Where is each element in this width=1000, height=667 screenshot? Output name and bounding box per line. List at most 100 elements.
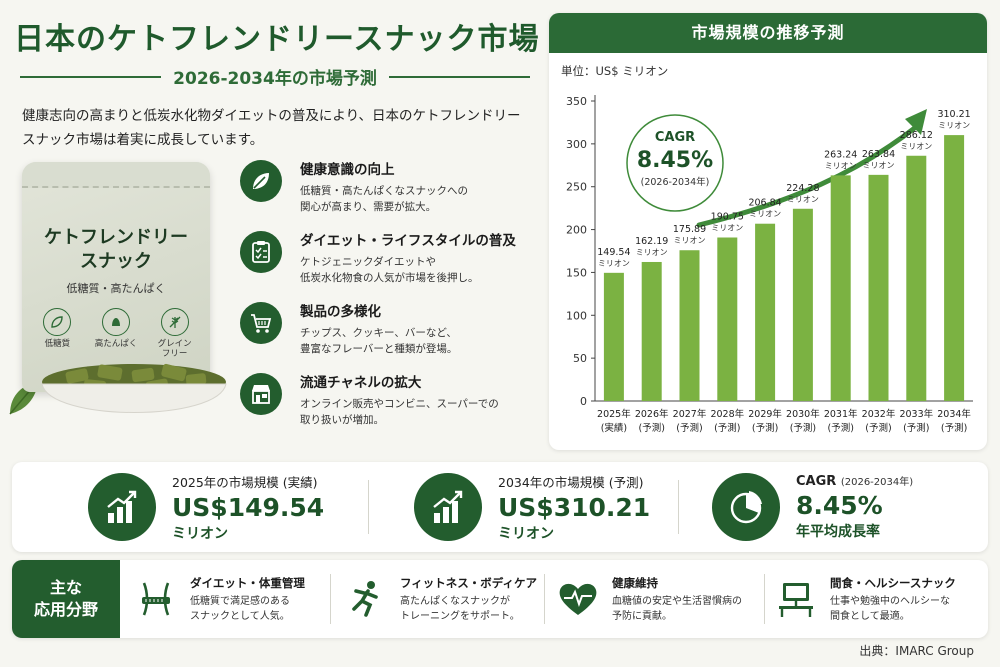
feature-title: 製品の多様化 xyxy=(300,304,381,320)
data-label-unit: ミリオン xyxy=(674,236,706,245)
feature-distribution-expansion: 流通チャネルの拡大 オンライン販売やコンビニ、スーパーでの 取り扱いが増加。 xyxy=(240,371,540,442)
feature-health-awareness: 健康意識の向上 低糖質・高たんぱくなスナックへの 関心が高まり、需要が拡大。 xyxy=(240,158,540,229)
data-label-unit: ミリオン xyxy=(636,248,668,257)
app-desc: 血糖値の安定や生活習慣病の 予防に貢献。 xyxy=(612,595,742,622)
x-tick-label: 2030年 xyxy=(786,408,820,420)
feature-product-diversification: 製品の多様化 チップス、クッキー、バーなど、 豊富なフレーバーと種類が登場。 xyxy=(240,300,540,371)
data-label: 263.84 xyxy=(862,149,895,160)
stat-unit: ミリオン xyxy=(172,525,228,542)
stat-divider xyxy=(678,480,679,534)
feature-desc: チップス、クッキー、バーなど、 豊富なフレーバーと種類が登場。 xyxy=(300,327,458,355)
badge-protein: 高たんぱく xyxy=(90,308,142,359)
source-note: 出典：IMARC Group xyxy=(859,644,974,658)
data-label: 310.21 xyxy=(937,109,970,120)
y-tick-label: 300 xyxy=(566,138,587,151)
subtitle-row: 2026-2034年の市場予測 xyxy=(20,64,530,89)
data-label: 190.75 xyxy=(711,212,744,223)
app-title: 間食・ヘルシースナック xyxy=(830,575,956,590)
cart-icon xyxy=(240,302,282,344)
app-title: フィットネス・ボディケア xyxy=(400,575,537,590)
x-tick-label: 2033年 xyxy=(899,408,933,420)
bar xyxy=(755,223,776,401)
feature-desc: 低糖質・高たんぱくなスナックへの 関心が高まり、需要が拡大。 xyxy=(300,185,468,213)
snack-bowl-image xyxy=(36,360,232,436)
y-tick-label: 350 xyxy=(566,95,587,108)
badge-grain-free: グレイン フリー xyxy=(149,308,201,359)
data-label: 149.54 xyxy=(597,247,630,258)
x-tick-label: 2029年 xyxy=(748,408,782,420)
x-tick-note: (予測) xyxy=(827,422,853,434)
subtitle-line-right xyxy=(388,75,530,78)
pie-chart-icon xyxy=(712,473,780,541)
subtitle-line-left xyxy=(20,75,162,78)
x-tick-note: (予測) xyxy=(638,422,664,434)
bar xyxy=(717,237,738,401)
app-diet: ダイエット・体重管理 低糖質で満足感のある スナックとして人気。 xyxy=(134,560,305,638)
x-tick-note: (予測) xyxy=(752,422,778,434)
y-tick-label: 100 xyxy=(566,309,587,322)
cagr-value: 8.45% xyxy=(637,148,713,173)
stat-label: CAGR (2026-2034年) xyxy=(796,473,913,489)
stat-value: 8.45% xyxy=(796,491,883,520)
feature-title: 健康意識の向上 xyxy=(300,162,395,178)
x-tick-label: 2031年 xyxy=(824,408,858,420)
x-tick-label: 2026年 xyxy=(635,408,669,420)
app-divider xyxy=(764,574,765,624)
desk-computer-icon xyxy=(774,577,818,621)
bar-chart: 単位：US$ ミリオン050100150200250300350149.54ミリ… xyxy=(561,64,973,434)
bar xyxy=(906,155,927,401)
store-icon xyxy=(240,373,282,415)
stat-value: US$310.21 xyxy=(498,492,651,522)
package-badges: 低糖質 高たんぱく グレイン フリー xyxy=(28,308,204,359)
bar xyxy=(792,208,813,401)
feature-title: ダイエット・ライフスタイルの普及 xyxy=(300,233,516,249)
stat-2034: 2034年の市場規模 (予測) US$310.21 ミリオン xyxy=(414,462,650,552)
x-tick-label: 2032年 xyxy=(862,408,896,420)
package-name: ケトフレンドリー スナック xyxy=(22,226,210,274)
bar xyxy=(641,261,662,401)
leaf-icon xyxy=(43,308,72,336)
x-tick-note: (予測) xyxy=(941,422,967,434)
package-name-text: ケトフレンドリー スナック xyxy=(44,227,188,272)
stat-cagr-label: CAGR xyxy=(796,474,837,489)
data-label-unit: ミリオン xyxy=(863,161,895,170)
x-tick-label: 2034年 xyxy=(937,408,971,420)
app-fitness: フィットネス・ボディケア 高たんぱくなスナックが トレーニングをサポート。 xyxy=(344,560,537,638)
badge-label: 高たんぱく xyxy=(94,339,138,349)
stat-cagr: CAGR (2026-2034年) 8.45% 年平均成長率 xyxy=(712,462,913,552)
stat-label: 2034年の市場規模 (予測) xyxy=(498,474,644,490)
applications-label: 主な 応用分野 xyxy=(12,560,120,638)
features-list: 健康意識の向上 低糖質・高たんぱくなスナックへの 関心が高まり、需要が拡大。 ダイ… xyxy=(240,158,540,442)
cagr-range: (2026-2034年) xyxy=(641,176,710,188)
stat-cagr-range: (2026-2034年) xyxy=(840,477,914,488)
app-desc: 高たんぱくなスナックが トレーニングをサポート。 xyxy=(400,595,520,622)
bar xyxy=(830,175,851,401)
feature-desc: オンライン販売やコンビニ、スーパーでの 取り扱いが増加。 xyxy=(300,398,499,426)
data-label: 224.28 xyxy=(786,183,819,194)
bar-growth-icon xyxy=(414,473,482,541)
app-divider xyxy=(330,574,331,624)
feature-desc: ケトジェニックダイエットや 低炭水化物食の人気が市場を後押し。 xyxy=(300,256,479,284)
product-package: ケトフレンドリー スナック 低糖質・高たんぱく 低糖質 高たんぱく グレイン フリー xyxy=(22,162,210,392)
x-tick-label: 2027年 xyxy=(673,408,707,420)
data-label: 206.84 xyxy=(748,198,781,209)
page-subtitle: 2026-2034年の市場予測 xyxy=(173,69,377,89)
x-tick-note: (予測) xyxy=(903,422,929,434)
chart-header: 市場規模の推移予測 xyxy=(549,13,987,53)
app-desc: 仕事や勉強中のヘルシーな 間食として最適。 xyxy=(830,595,950,622)
intro-text: 健康志向の高まりと低炭水化物ダイエットの普及により、日本のケトフレンドリースナッ… xyxy=(22,108,521,148)
data-label-unit: ミリオン xyxy=(787,195,819,204)
data-label-unit: ミリオン xyxy=(749,210,781,219)
feature-title: 流通チャネルの拡大 xyxy=(300,375,422,391)
app-title: ダイエット・体重管理 xyxy=(190,575,305,590)
applications-panel: 主な 応用分野 ダイエット・体重管理 低糖質で満足感のある スナックとして人気。 … xyxy=(12,560,988,638)
cagr-circle xyxy=(626,114,724,212)
stat-value: US$149.54 xyxy=(172,492,325,522)
page-title: 日本のケトフレンドリースナック市場 xyxy=(14,22,540,57)
data-label-unit: ミリオン xyxy=(900,142,932,151)
stat-divider xyxy=(368,480,369,534)
data-label-unit: ミリオン xyxy=(598,259,630,268)
x-tick-label: 2028年 xyxy=(710,408,744,420)
y-tick-label: 0 xyxy=(580,395,587,408)
leaf-icon xyxy=(240,160,282,202)
